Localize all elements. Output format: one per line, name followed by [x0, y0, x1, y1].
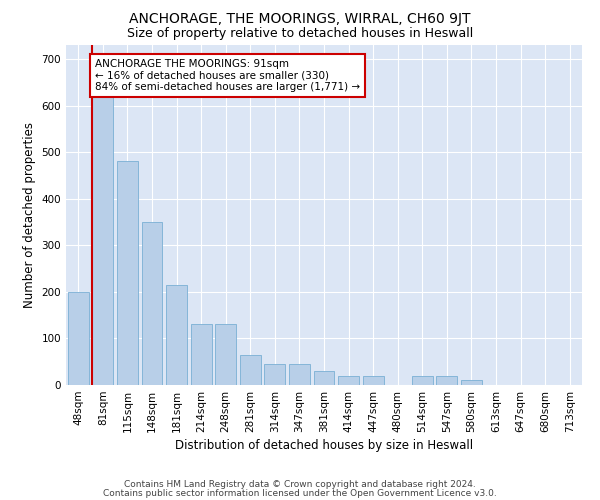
Text: ANCHORAGE, THE MOORINGS, WIRRAL, CH60 9JT: ANCHORAGE, THE MOORINGS, WIRRAL, CH60 9J… — [129, 12, 471, 26]
Bar — [412, 376, 433, 385]
Bar — [289, 364, 310, 385]
Bar — [314, 371, 334, 385]
Y-axis label: Number of detached properties: Number of detached properties — [23, 122, 36, 308]
X-axis label: Distribution of detached houses by size in Heswall: Distribution of detached houses by size … — [175, 439, 473, 452]
Bar — [240, 354, 261, 385]
Bar — [142, 222, 163, 385]
Bar — [461, 380, 482, 385]
Bar — [215, 324, 236, 385]
Bar — [117, 162, 138, 385]
Bar — [436, 376, 457, 385]
Text: ANCHORAGE THE MOORINGS: 91sqm
← 16% of detached houses are smaller (330)
84% of : ANCHORAGE THE MOORINGS: 91sqm ← 16% of d… — [95, 59, 360, 92]
Text: Size of property relative to detached houses in Heswall: Size of property relative to detached ho… — [127, 28, 473, 40]
Bar — [166, 285, 187, 385]
Text: Contains HM Land Registry data © Crown copyright and database right 2024.: Contains HM Land Registry data © Crown c… — [124, 480, 476, 489]
Bar — [191, 324, 212, 385]
Bar — [338, 376, 359, 385]
Bar — [265, 364, 286, 385]
Bar — [92, 78, 113, 385]
Bar — [68, 292, 89, 385]
Bar — [362, 376, 383, 385]
Text: Contains public sector information licensed under the Open Government Licence v3: Contains public sector information licen… — [103, 488, 497, 498]
